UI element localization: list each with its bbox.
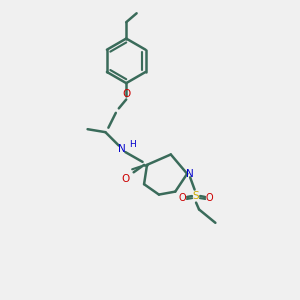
Text: O: O [122,88,130,98]
Text: N: N [186,169,194,179]
Text: N: N [118,143,126,154]
Text: H: H [129,140,136,148]
Text: O: O [179,193,187,202]
Text: O: O [121,174,130,184]
Text: S: S [193,191,200,201]
Text: O: O [206,193,213,202]
